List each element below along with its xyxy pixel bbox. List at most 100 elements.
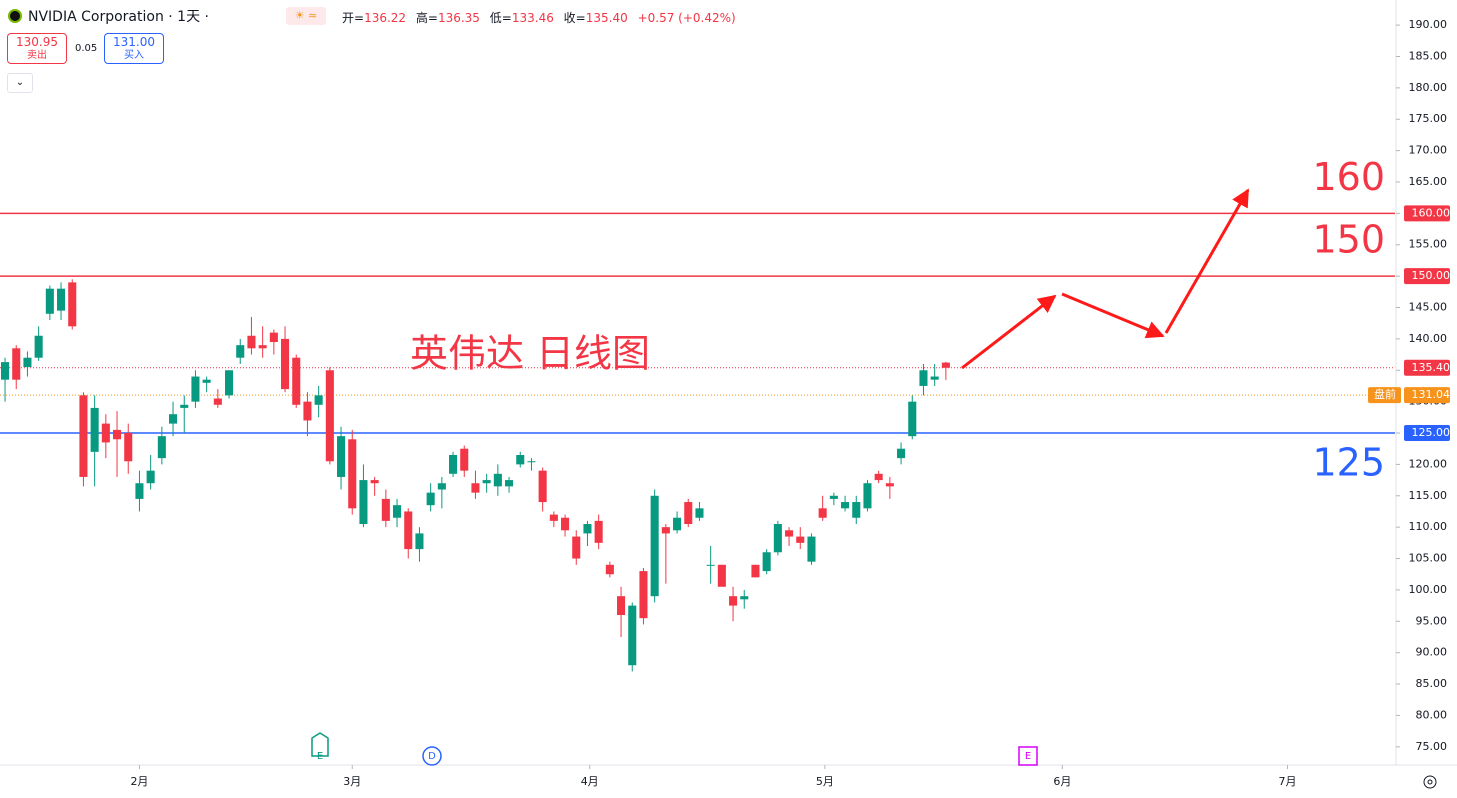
candle-body — [874, 473, 883, 481]
price-tag — [1404, 268, 1450, 285]
x-tick-label: 3月 — [343, 775, 361, 788]
candle-body — [908, 401, 917, 437]
candle-body — [269, 332, 278, 343]
candle-body — [538, 470, 547, 503]
candle-body — [829, 495, 838, 499]
candle-body — [12, 348, 21, 380]
price-tag — [1404, 425, 1450, 442]
price-tag — [1404, 359, 1450, 376]
candle-body — [471, 483, 480, 493]
session-tag-label: 盘前 — [1374, 387, 1396, 401]
event-badge[interactable] — [311, 732, 329, 757]
spread: 0.05 — [75, 43, 98, 54]
candle-body — [157, 436, 166, 459]
candle-body — [325, 370, 334, 462]
candle-body — [90, 407, 99, 452]
y-tick-label: 90.00 — [1416, 646, 1448, 659]
candle-body — [225, 370, 234, 396]
session-tag — [1368, 387, 1401, 404]
level-annotation: 150 — [1312, 218, 1385, 262]
candle-body — [258, 345, 267, 349]
event-badge[interactable] — [1018, 746, 1038, 766]
ohlc-value: 136.35 — [437, 11, 480, 25]
candle-body — [572, 536, 581, 559]
y-tick-label: 155.00 — [1409, 238, 1448, 251]
ohlc-label: 高= — [415, 11, 438, 25]
ohlc-legend: 开=136.22 高=136.35 低=133.46 收=135.40 +0.5… — [342, 9, 742, 26]
y-tick-label: 100.00 — [1409, 583, 1448, 596]
ohlc-label: 开= — [342, 11, 365, 25]
level-annotation: 125 — [1312, 441, 1385, 485]
candle-body — [919, 370, 928, 386]
plot: 75.00 80.00 85.00 90.00 95.00 100.00 105.00 110… — [0, 18, 1450, 788]
candle-body — [437, 483, 446, 490]
candle-body — [337, 436, 346, 477]
level-annotation: 160 — [1312, 155, 1385, 199]
price-tag-label: 125.00 — [1412, 426, 1451, 439]
candle-body — [628, 605, 637, 666]
candle-body — [57, 288, 66, 311]
candle-body — [202, 379, 211, 383]
candle-body — [527, 461, 536, 463]
candle-body — [493, 473, 502, 487]
x-tick-label: 6月 — [1053, 775, 1071, 788]
candle-body — [169, 414, 178, 424]
ohlc-label: 低= — [489, 11, 512, 25]
y-tick-label: 95.00 — [1416, 614, 1448, 627]
collapse-button[interactable]: ⌄ — [7, 73, 33, 93]
price-tag — [1404, 205, 1450, 222]
candle-body — [415, 533, 424, 550]
event-badge[interactable] — [422, 746, 442, 766]
candle-body — [68, 282, 77, 327]
candle-body — [695, 508, 704, 518]
sell-button[interactable]: 130.95 卖出 — [7, 33, 67, 64]
candle-body — [348, 439, 357, 509]
candle-body — [34, 335, 43, 358]
ohlc-change: +0.57 (+0.42%) — [637, 11, 736, 25]
candle-body — [180, 404, 189, 408]
candle-body — [505, 480, 514, 487]
candle-body — [113, 429, 122, 440]
logo — [8, 9, 22, 23]
candle-body — [796, 536, 805, 543]
candle-body — [751, 564, 760, 578]
candle-body — [381, 498, 390, 521]
ohlc-label: 收= — [563, 11, 586, 25]
price-tag — [1404, 387, 1450, 404]
candle-body — [897, 448, 906, 459]
y-tick-label: 120.00 — [1409, 457, 1448, 470]
candle-body — [673, 517, 682, 531]
candle-body — [393, 505, 402, 518]
candle-body — [930, 376, 939, 380]
x-tick-label: 5月 — [816, 775, 834, 788]
buy-button[interactable]: 131.00 买入 — [104, 33, 164, 64]
buy-price: 131.00 — [113, 35, 155, 49]
y-tick-label: 180.00 — [1409, 81, 1448, 94]
y-tick-label: 175.00 — [1409, 112, 1448, 125]
candle-body — [79, 395, 88, 477]
candle-body — [650, 495, 659, 597]
candle-body — [941, 362, 950, 368]
candle-body — [549, 514, 558, 521]
ohlc-value: 135.40 — [585, 11, 628, 25]
candle-body — [885, 483, 894, 487]
candle-body — [605, 564, 614, 575]
candle-body — [404, 511, 413, 550]
event-markers: E D E — [311, 732, 1038, 766]
candle-body — [281, 338, 290, 390]
price-tag-label: 160.00 — [1412, 206, 1451, 219]
candle-body — [482, 480, 491, 484]
candle-body — [729, 596, 738, 606]
settings-icon[interactable] — [1423, 775, 1437, 789]
symbol-title[interactable]: NVIDIA Corporation · 1天 · — [28, 9, 209, 25]
status-icons[interactable]: ☀ ≈ — [286, 7, 326, 25]
candle-body — [449, 454, 458, 474]
candle-body — [146, 470, 155, 484]
candle-body — [236, 345, 245, 358]
candle-body — [661, 527, 670, 534]
buy-label: 买入 — [124, 50, 144, 61]
candle-body — [135, 483, 144, 499]
candle-body — [460, 448, 469, 471]
y-tick-label: 145.00 — [1409, 301, 1448, 314]
